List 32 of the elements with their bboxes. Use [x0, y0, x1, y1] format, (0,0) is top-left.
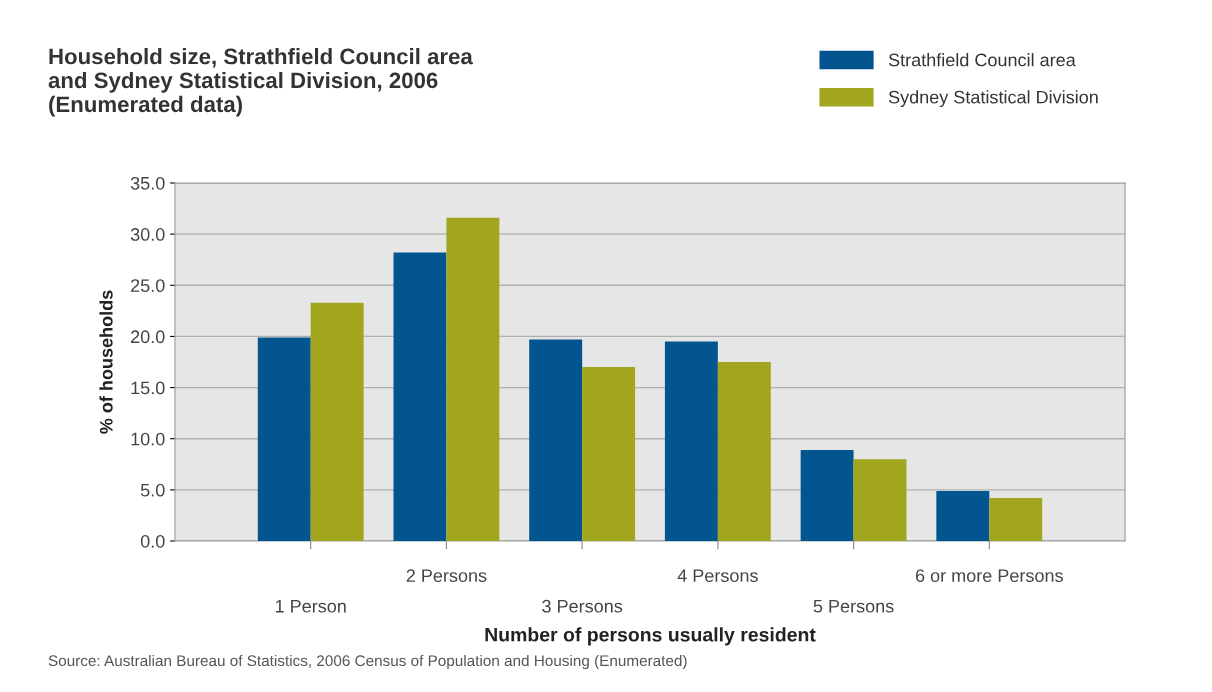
y-tick-label: 30.0: [130, 228, 165, 241]
y-tick-label: 20.0: [131, 330, 165, 344]
bar: [393, 252, 447, 541]
x-axis-title: Number of persons usually resident: [485, 627, 816, 646]
y-tick-label: 35.0: [130, 176, 165, 190]
legend-label: Strathfield Council area: [888, 53, 1076, 67]
y-tick-label: 25.0: [131, 279, 165, 293]
bar: [257, 337, 311, 541]
bar: [446, 217, 500, 541]
y-axis-title: % of households: [99, 290, 113, 434]
bar: [936, 490, 990, 541]
legend-label: Sydney Statistical Division: [888, 90, 1098, 108]
chart-title: Household size, Strathfield Council area and Sydney Statistical Division, 2006 (Enumerated data): [48, 48, 473, 117]
bar: [853, 459, 907, 541]
bar: [989, 498, 1043, 541]
bar: [664, 341, 718, 541]
bar: [529, 339, 583, 541]
bar: [800, 449, 854, 541]
x-tick-label: 2 Persons: [406, 569, 487, 583]
bar: [310, 302, 364, 541]
y-tick-label: 15.0: [131, 381, 165, 395]
x-tick-label: 1 Person: [275, 600, 346, 613]
bar: [582, 367, 636, 541]
x-tick-label: 6 or more Persons: [915, 569, 1063, 583]
y-tick-label: 5.0: [140, 483, 165, 497]
y-tick-label: 0.0: [140, 534, 165, 548]
x-tick-label: 5 Persons: [813, 600, 894, 613]
source-note: Source: Australian Bureau of Statistics, 2006 Census of Population and Housing (Enumerated): [48, 654, 687, 670]
x-tick-label: 3 Persons: [542, 599, 623, 613]
x-tick-label: 4 Persons: [677, 569, 758, 583]
y-tick-label: 10.0: [131, 432, 165, 446]
bar: [717, 362, 771, 541]
